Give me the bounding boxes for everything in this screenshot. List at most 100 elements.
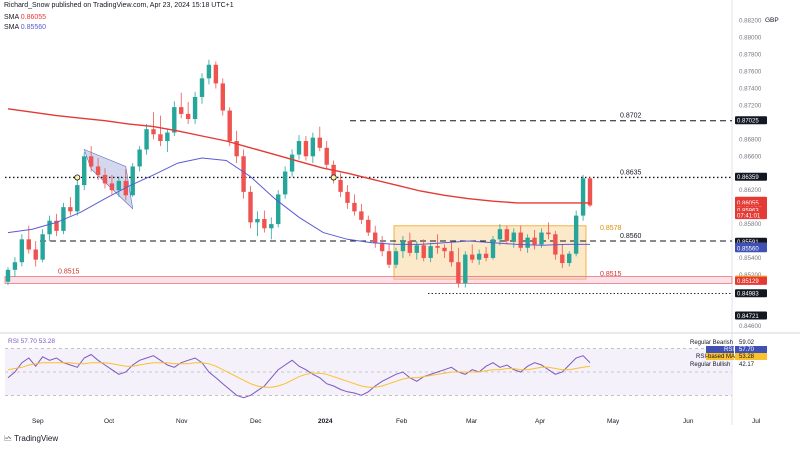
rsi-tag-name-bg xyxy=(706,346,734,353)
x-tick-label: 2024 xyxy=(318,418,333,425)
candle-body xyxy=(88,156,94,167)
pivot-marker xyxy=(74,174,81,181)
price-tag-label: 07:41:01 xyxy=(737,213,761,219)
rsi-level-name: RSI xyxy=(724,347,734,353)
candle-body xyxy=(567,253,572,264)
candle-body xyxy=(130,166,135,196)
candle-body xyxy=(338,180,343,192)
x-tick-label: Apr xyxy=(535,418,546,425)
price-tag-label: 0.85560 xyxy=(737,247,759,253)
x-tick-label: Jun xyxy=(683,418,694,425)
candle-body xyxy=(560,254,565,264)
candle-body xyxy=(12,262,18,270)
candle-body xyxy=(366,219,371,233)
candle-body xyxy=(518,232,523,248)
candle-body xyxy=(82,156,87,186)
candle-body xyxy=(151,129,156,135)
candle-body xyxy=(490,239,496,258)
y-tick-label: 0.87400 xyxy=(739,86,762,93)
candle-body xyxy=(435,246,440,248)
legend-sma-200-label: SMA xyxy=(4,14,19,21)
rsi-level-value: 59.02 xyxy=(739,340,755,346)
candle-body xyxy=(546,232,551,235)
candle-body xyxy=(324,147,329,165)
candle-body xyxy=(144,129,149,150)
sma-200-line xyxy=(7,108,590,204)
candle-body xyxy=(262,218,267,229)
y-tick-label: 0.87800 xyxy=(739,52,762,59)
candle-body xyxy=(158,134,163,142)
x-tick-label: Sep xyxy=(32,418,44,425)
x-tick-label: Jul xyxy=(752,418,761,425)
falling-wedge xyxy=(83,148,134,210)
candle-body xyxy=(192,96,198,120)
candle-body xyxy=(199,78,205,97)
candle-body xyxy=(179,107,184,114)
price-tag-label: 0.84721 xyxy=(737,314,759,320)
y-tick-label: 0.88200 xyxy=(739,18,762,25)
candle-body xyxy=(511,232,516,242)
candle-body xyxy=(227,110,232,142)
y-tick-label: 0.85400 xyxy=(739,255,762,262)
y-tick-label: 0.86200 xyxy=(739,187,762,194)
candle-body xyxy=(476,253,482,260)
candle-body xyxy=(276,194,281,225)
candle-body xyxy=(33,249,38,260)
tradingview-logo[interactable]: 🗠 TradingView xyxy=(4,433,58,447)
legend-sma-50-label: SMA xyxy=(4,24,19,31)
candle-body xyxy=(414,245,419,253)
price-tag-bg xyxy=(735,211,767,220)
level-label-0-8702: 0.8702 xyxy=(620,113,642,120)
candle-body xyxy=(373,232,378,243)
legend-sma-200-value: 0.86055 xyxy=(20,14,47,21)
x-tick-label: Feb xyxy=(396,418,408,425)
price-tag-bg xyxy=(735,244,767,253)
y-tick-label: 0.86600 xyxy=(739,153,762,160)
candle-body xyxy=(463,254,468,284)
rsi-ma-line xyxy=(7,362,591,388)
legend-sma-50: SMA 0.85560 xyxy=(4,24,46,31)
candle-body xyxy=(95,166,101,175)
x-tick-label: May xyxy=(607,418,620,425)
candle-body xyxy=(234,141,239,157)
candle-body xyxy=(428,246,433,258)
candle-body xyxy=(75,185,80,212)
candle-body xyxy=(352,202,357,212)
rsi-line xyxy=(7,353,591,399)
currency-label: GBP xyxy=(765,17,779,24)
level-label-left-0-8515: 0.8515 xyxy=(58,269,80,276)
candle-body xyxy=(206,64,212,79)
tradingview-logo-icon: 🗠 xyxy=(4,434,13,443)
candle-body xyxy=(449,251,454,263)
candle-body xyxy=(289,154,295,172)
price-tag-bg xyxy=(735,116,767,125)
rsi-level-value: 53.28 xyxy=(739,354,755,360)
candle-body xyxy=(248,191,253,223)
rsi-tag-name-bg xyxy=(706,353,734,360)
price-tag-bg xyxy=(735,276,767,285)
candle-body xyxy=(102,174,108,184)
candle-body xyxy=(483,253,489,258)
candle-body xyxy=(220,83,225,111)
price-tag-bg xyxy=(735,289,767,298)
rsi-level-value: 42.17 xyxy=(739,362,755,368)
candle-body xyxy=(116,180,122,191)
candle-body xyxy=(282,171,288,195)
candle-body xyxy=(26,239,31,250)
candle-body xyxy=(68,207,73,212)
rsi-level-name: Regular Bearish xyxy=(690,340,733,346)
price-tag-label: 0.84983 xyxy=(737,292,759,298)
candle-body xyxy=(19,239,25,263)
candle-body xyxy=(109,183,115,191)
candle-body xyxy=(54,220,59,231)
y-tick-label: 0.85800 xyxy=(739,221,762,228)
price-tag-bg xyxy=(735,311,767,320)
rsi-tag-value-bg xyxy=(735,346,767,353)
candle-body xyxy=(587,178,593,206)
candle-body xyxy=(442,247,447,252)
candle-body xyxy=(40,234,45,260)
legend-sma-50-value: 0.85560 xyxy=(20,24,47,31)
candle-body xyxy=(213,64,219,84)
price-tag-label: 0.85129 xyxy=(737,279,759,285)
